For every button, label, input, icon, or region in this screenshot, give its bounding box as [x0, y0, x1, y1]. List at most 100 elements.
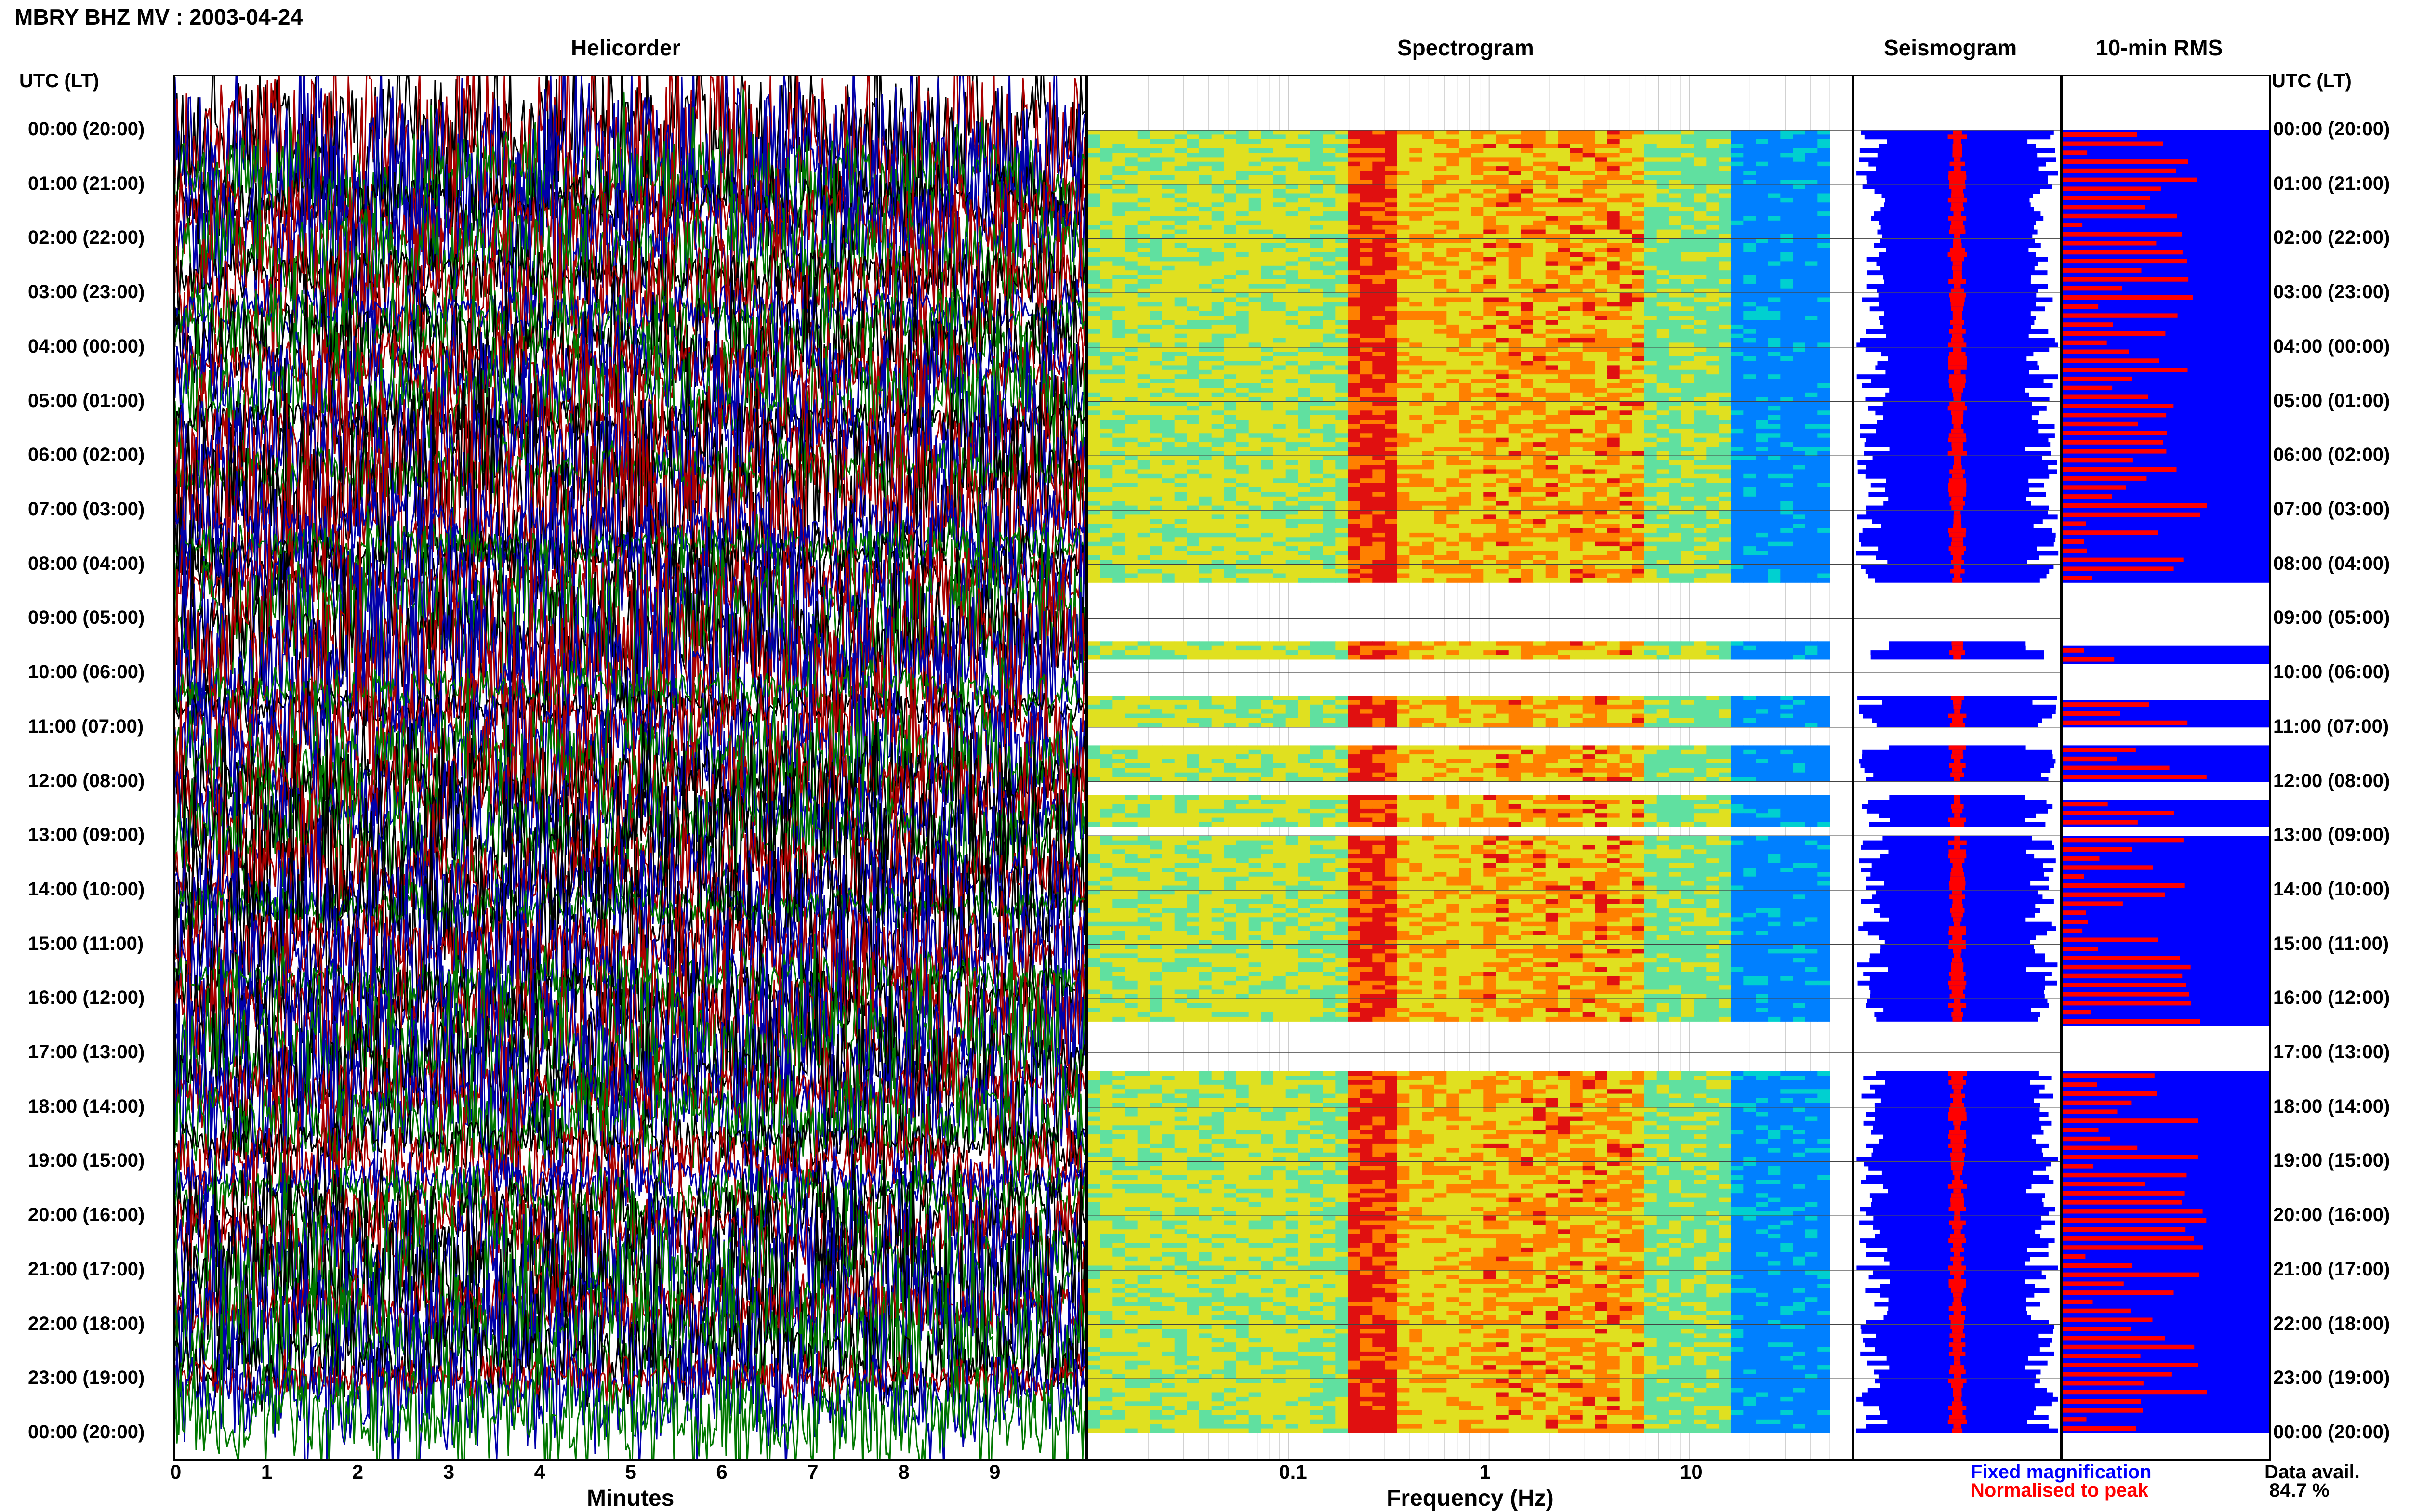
spectrogram-cell — [1422, 229, 1435, 235]
spectrogram-cell — [1187, 456, 1200, 461]
spectrogram-cell — [1570, 193, 1583, 198]
spectrogram-cell — [1285, 410, 1298, 416]
spectrogram-cell — [1756, 487, 1769, 492]
spectrogram-cell — [1533, 478, 1546, 484]
spectrogram-cell — [1360, 175, 1373, 180]
spectrogram-cell — [1273, 265, 1286, 271]
spectrogram-cell — [1570, 166, 1583, 171]
spectrogram-cell — [1508, 352, 1521, 357]
spectrogram-cell — [1372, 451, 1385, 456]
spectrogram-cell — [1508, 428, 1521, 434]
spectrogram-cell — [1719, 166, 1732, 171]
spectrogram-cell — [1817, 207, 1830, 212]
spectrogram-cell — [1211, 216, 1224, 221]
spectrogram-cell — [1768, 369, 1781, 375]
spectrogram-cell — [1694, 144, 1707, 149]
spectrogram-cell — [1780, 437, 1793, 443]
spectrogram-cell — [1360, 465, 1373, 470]
spectrogram-cell — [1669, 392, 1682, 397]
spectrogram-cell — [1706, 238, 1719, 244]
spectrogram-cell — [1298, 202, 1311, 208]
spectrogram-cell — [1731, 171, 1744, 176]
spectrogram-cell — [1310, 189, 1324, 194]
spectrogram-cell — [1471, 211, 1484, 217]
spectrogram-cell — [1768, 361, 1781, 366]
spectrogram-cell — [1694, 361, 1707, 366]
spectrogram-cell — [1100, 175, 1113, 180]
spectrogram-cell — [1273, 175, 1286, 180]
spectrogram-cell — [1187, 225, 1200, 230]
spectrogram-cell — [1248, 460, 1261, 465]
spectrogram-cell — [1335, 216, 1348, 221]
spectrogram-cell — [1471, 257, 1484, 262]
spectrogram-cell — [1187, 207, 1200, 212]
spectrogram-cell — [1434, 257, 1447, 262]
spectrogram-cell — [1656, 324, 1669, 329]
spectrogram-cell — [1248, 229, 1261, 235]
spectrogram-cell — [1372, 361, 1385, 366]
spectrogram-cell — [1496, 383, 1509, 388]
spectrogram-cell — [1743, 437, 1756, 443]
spectrogram-cell — [1656, 153, 1669, 158]
spectrogram-cell — [1335, 207, 1348, 212]
spectrogram-cell — [1434, 320, 1447, 325]
spectrogram-cell — [1508, 456, 1521, 461]
spectrogram-cell — [1780, 197, 1793, 203]
spectrogram-cell — [1471, 388, 1484, 393]
spectrogram-cell — [1310, 428, 1324, 434]
spectrogram-cell — [1199, 197, 1212, 203]
spectrogram-cell — [1508, 460, 1521, 465]
spectrogram-cell — [1619, 207, 1632, 212]
spectrogram-cell — [1187, 134, 1200, 140]
spectrogram-cell — [1273, 306, 1286, 312]
spectrogram-cell — [1780, 483, 1793, 488]
spectrogram-cell — [1644, 487, 1657, 492]
spectrogram-cell — [1595, 478, 1608, 484]
spectrogram-cell — [1607, 302, 1620, 307]
spectrogram-cell — [1545, 229, 1558, 235]
spectrogram-cell — [1088, 374, 1101, 380]
spectrogram-cell — [1409, 175, 1422, 180]
spectrogram-cell — [1372, 406, 1385, 411]
spectrogram-cell — [1607, 456, 1620, 461]
spectrogram-cell — [1385, 406, 1398, 411]
spectrogram-cell — [1446, 161, 1459, 167]
spectrogram-cell — [1125, 487, 1138, 492]
spectrogram-cell — [1719, 193, 1732, 198]
spectrogram-cell — [1607, 369, 1620, 375]
spectrogram-cell — [1632, 383, 1645, 388]
spectrogram-cell — [1236, 397, 1249, 402]
spectrogram-cell — [1558, 207, 1571, 212]
spectrogram-cell — [1236, 324, 1249, 329]
spectrogram-cell — [1224, 216, 1237, 221]
spectrogram-cell — [1137, 197, 1150, 203]
spectrogram-cell — [1817, 451, 1830, 456]
spectrogram-cell — [1150, 261, 1163, 266]
spectrogram-cell — [1471, 324, 1484, 329]
spectrogram-cell — [1656, 229, 1669, 235]
spectrogram-cell — [1298, 338, 1311, 343]
spectrogram-cell — [1731, 265, 1744, 271]
spectrogram-cell — [1706, 234, 1719, 239]
spectrogram-cell — [1694, 284, 1707, 289]
spectrogram-cell — [1273, 238, 1286, 244]
spectrogram-cell — [1100, 197, 1113, 203]
spectrogram-cell — [1644, 139, 1657, 144]
spectrogram-cell — [1323, 171, 1336, 176]
spectrogram-cell — [1558, 311, 1571, 316]
spectrogram-cell — [1298, 478, 1311, 484]
spectrogram-cell — [1619, 329, 1632, 334]
spectrogram-cell — [1298, 171, 1311, 176]
spectrogram-cell — [1619, 293, 1632, 298]
spectrogram-cell — [1360, 130, 1373, 135]
spectrogram-cell — [1619, 180, 1632, 185]
spectrogram-cell — [1088, 252, 1101, 257]
spectrogram-cell — [1434, 265, 1447, 271]
spectrogram-cell — [1545, 324, 1558, 329]
spectrogram-cell — [1508, 397, 1521, 402]
spectrogram-cell — [1817, 469, 1830, 474]
spectrogram-cell — [1694, 433, 1707, 438]
spectrogram-cell — [1644, 347, 1657, 352]
spectrogram-cell — [1694, 388, 1707, 393]
spectrogram-cell — [1483, 311, 1496, 316]
